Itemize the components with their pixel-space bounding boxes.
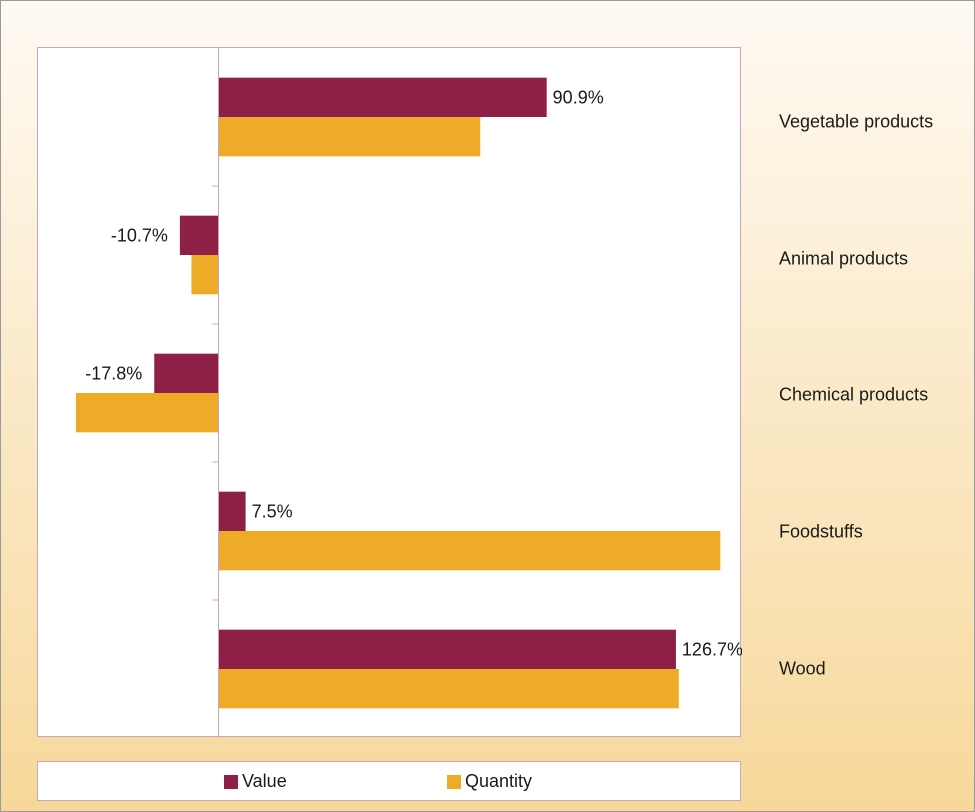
data-label-wood: 126.7% (682, 639, 742, 659)
data-label-foodstuffs: 7.5% (252, 501, 293, 521)
category-label-animal-products: Animal products (779, 248, 909, 269)
bar-quantity-foodstuffs (218, 531, 721, 571)
legend: Value Quantity (37, 761, 741, 801)
category-label-chemical-products: Chemical products (779, 384, 929, 405)
bar-value-wood (218, 629, 676, 669)
category-label-foodstuffs: Foodstuffs (779, 521, 863, 542)
bar-value-animal-products (179, 215, 219, 255)
legend-label-quantity: Quantity (465, 771, 533, 791)
legend-swatch-quantity (447, 774, 461, 789)
bar-value-foodstuffs (218, 491, 246, 531)
bar-quantity-animal-products (191, 255, 219, 295)
bar-quantity-chemical-products (75, 393, 219, 433)
bar-value-chemical-products (154, 353, 219, 393)
category-label-vegetable-products: Vegetable products (779, 111, 934, 132)
data-label-animal-products: -10.7% (111, 225, 168, 245)
bar-quantity-wood (218, 669, 679, 709)
legend-swatch-value (224, 774, 238, 789)
category-label-wood: Wood (779, 658, 826, 679)
data-label-chemical-products: -17.8% (85, 363, 142, 383)
bar-value-vegetable-products (218, 77, 547, 117)
legend-label-value: Value (242, 771, 287, 791)
legend-item-quantity[interactable]: Quantity (447, 771, 532, 792)
bar-quantity-vegetable-products (218, 117, 481, 157)
legend-item-value[interactable]: Value (224, 771, 287, 792)
chart-svg: 90.9% -10.7% -17.8% 7.5% 126.7% (75, 48, 742, 738)
data-label-vegetable-products: 90.9% (553, 87, 604, 107)
plot-area: 90.9% -10.7% -17.8% 7.5% 126.7% (37, 47, 742, 738)
